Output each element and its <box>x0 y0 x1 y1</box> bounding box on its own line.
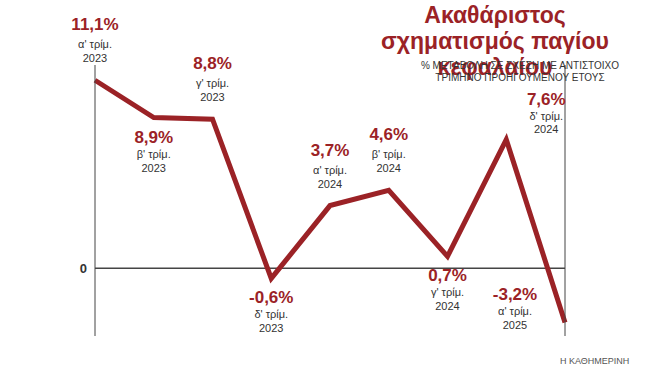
html-text:Ακαθάριστος σχηματισμός παγίου: Ακαθάριστος σχηματισμός παγίου κεφαλαίου <box>381 2 609 80</box>
svg-text:α' τρίμ.: α' τρίμ. <box>313 164 347 176</box>
svg-text:2024: 2024 <box>534 123 558 135</box>
svg-text:8,9%: 8,9% <box>134 128 173 147</box>
svg-text:δ' τρίμ.: δ' τρίμ. <box>254 308 288 320</box>
svg-text:α' τρίμ.: α' τρίμ. <box>78 38 112 50</box>
svg-text:2024: 2024 <box>435 300 459 312</box>
svg-text:-3,2%: -3,2% <box>493 285 537 304</box>
svg-text:0,7%: 0,7% <box>428 266 467 285</box>
svg-text:γ' τρίμ.: γ' τρίμ. <box>196 77 229 89</box>
svg-text:11,1%: 11,1% <box>71 15 118 34</box>
svg-text:0: 0 <box>80 261 87 276</box>
html-text:Η ΚΑΘΗΜΕΡΙΝΗ: Η ΚΑΘΗΜΕΡΙΝΗ <box>560 356 630 366</box>
svg-text:2023: 2023 <box>142 162 166 174</box>
svg-text:2023: 2023 <box>259 322 283 334</box>
svg-text:3,7%: 3,7% <box>311 141 350 160</box>
svg-text:2023: 2023 <box>200 91 224 103</box>
html-text:% ΜΕΤΑΒΟΛΗ ΣΕ ΣΧΕΣΗ ΜΕ ΑΝΤΙΣΤΟ: % ΜΕΤΑΒΟΛΗ ΣΕ ΣΧΕΣΗ ΜΕ ΑΝΤΙΣΤΟΙΧΟ ΤΡΙΜΗΝ… <box>420 60 619 83</box>
svg-text:β' τρίμ.: β' τρίμ. <box>372 148 406 160</box>
svg-text:-0,6%: -0,6% <box>249 288 293 307</box>
svg-text:α' τρίμ.: α' τρίμ. <box>498 305 532 317</box>
svg-text:β' τρίμ.: β' τρίμ. <box>137 148 171 160</box>
svg-text:γ' τρίμ.: γ' τρίμ. <box>431 286 464 298</box>
svg-text:2025: 2025 <box>503 319 527 331</box>
svg-text:4,6%: 4,6% <box>369 125 408 144</box>
svg-text:8,8%: 8,8% <box>193 54 232 73</box>
svg-text:2023: 2023 <box>83 52 107 64</box>
svg-text:2024: 2024 <box>377 162 401 174</box>
svg-text:7,6%: 7,6% <box>527 90 566 109</box>
svg-text:δ' τρίμ.: δ' τρίμ. <box>529 110 563 122</box>
svg-text:2024: 2024 <box>318 178 342 190</box>
